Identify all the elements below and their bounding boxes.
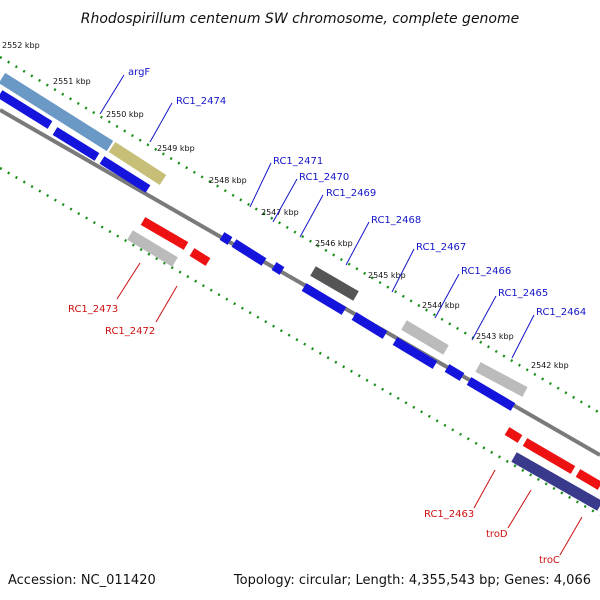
gene-arrow [504,427,523,443]
gray-feature [475,362,528,397]
scale-label: 2543 kbp [476,332,514,341]
gene-arrow [271,262,285,275]
highlight-bars [0,72,167,186]
tick-row-lower [0,166,600,517]
gene-label: RC1_2472 [105,326,155,337]
gene-arrow [301,283,347,315]
gene-label: RC1_2465 [498,288,548,299]
forward-genes [0,90,516,411]
forward-label-leaders [99,74,535,359]
accession-text: Accession: NC_011420 [8,573,156,588]
gene-label: troD [486,529,508,540]
scale-label: 2544 kbp [422,301,460,310]
scale-label: 2549 kbp [157,144,195,153]
gene-arrow [0,90,53,129]
leader-line [299,194,324,238]
argF-bar [0,72,114,152]
gene-label: RC1_2473 [68,304,118,315]
scale-label: 2550 kbp [106,110,144,119]
gene-arrow [219,232,233,245]
gene-label: RC1_2463 [424,509,474,520]
scale-label: 2547 kbp [261,208,299,217]
gene-arrow [444,364,465,381]
trp-bar [511,452,600,511]
leader-line [507,489,532,529]
gene-arrow [575,469,600,490]
gray-feature [401,320,449,355]
leader-line [511,314,535,359]
tick-rows [0,55,600,517]
gene-arrow [351,312,388,339]
gene-label: RC1_2474 [176,96,226,107]
gene-arrow [522,438,576,474]
gene-label: RC1_2471 [273,156,323,167]
scale-label: 2551 kbp [53,77,91,86]
gene-label: RC1_2470 [299,172,349,183]
leader-line [559,516,583,556]
gene-label: RC1_2464 [536,307,586,318]
reverse-gene-labels: RC1_2473 RC1_2472 RC1_2463 troD troC [68,304,560,566]
leader-line [149,102,173,143]
gene-label: RC1_2466 [461,266,511,277]
leader-line [473,469,496,509]
gene-label: troC [539,555,560,566]
leader-line [272,178,298,223]
leader-line [434,273,460,319]
reverse-genes [140,217,600,490]
gray-feature [127,230,178,267]
scale-label: 2552 kbp [2,41,40,50]
scale-label: 2548 kbp [209,176,247,185]
gene-arrow [466,377,516,411]
scale-label: 2545 kbp [368,271,406,280]
gene-arrow [189,248,211,266]
topology-text: Topology: circular; Length: 4,355,543 bp… [233,573,591,588]
gene-arrow [392,337,438,369]
leader-line [249,162,272,208]
reverse-label-leaders [116,262,583,556]
leader-line [99,74,125,115]
gene-arrow [52,127,100,161]
gray-features [127,230,528,397]
gene-arrow [140,217,189,250]
gene-label: RC1_2469 [326,188,376,199]
leader-line [471,295,497,341]
leader-line [391,248,415,293]
scale-labels: 2552 kbp 2551 kbp 2550 kbp 2549 kbp 2548… [2,41,569,370]
tick-row-upper [0,55,600,415]
gene-arrow [99,156,151,193]
leader-line [116,262,141,300]
map-title: Rhodospirillum centenum SW chromosome, c… [81,11,520,27]
gray-feature [310,266,359,301]
scale-label: 2542 kbp [531,361,569,370]
forward-gene-labels: argF RC1_2474 RC1_2471 RC1_2470 RC1_2469… [128,67,586,318]
gene-label: RC1_2468 [371,215,421,226]
gene-arrow [231,239,267,266]
gene-label: RC1_2467 [416,242,466,253]
scale-label: 2546 kbp [315,239,353,248]
gene-label: argF [128,67,150,78]
leader-line [155,285,178,323]
rc1-2474-bar [108,141,167,186]
leader-line [345,221,370,266]
